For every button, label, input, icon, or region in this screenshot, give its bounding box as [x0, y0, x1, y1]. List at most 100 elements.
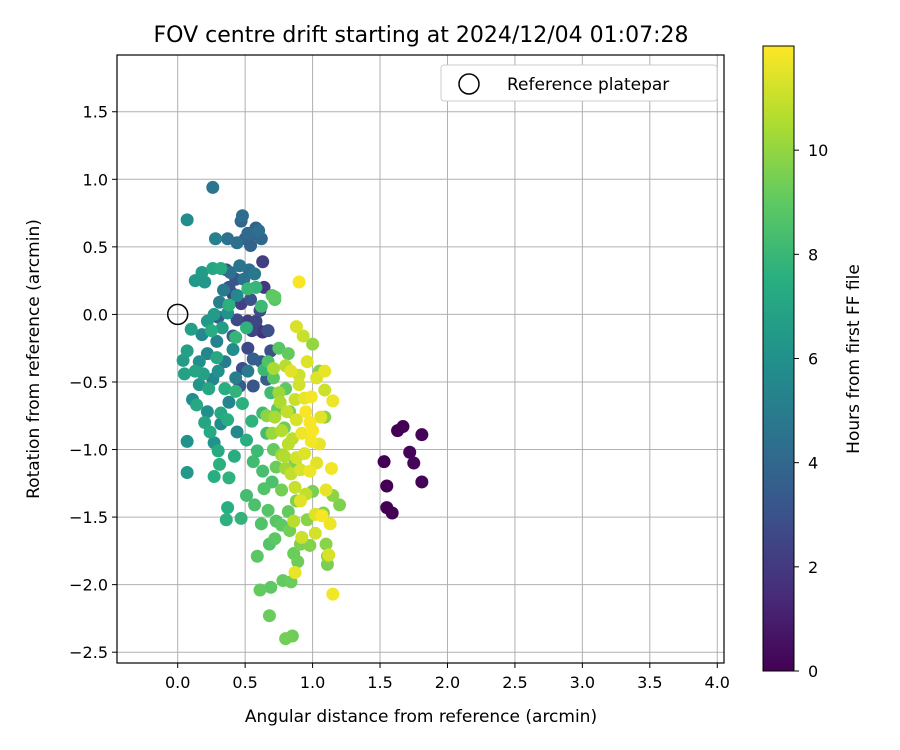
colorbar-tick-label: 10: [808, 141, 828, 160]
data-point: [289, 320, 303, 334]
data-point: [218, 382, 232, 396]
y-axis-label: Rotation from reference (arcmin): [24, 219, 44, 499]
data-point: [415, 475, 429, 489]
data-point: [235, 397, 249, 411]
data-point: [324, 461, 338, 475]
data-point: [296, 329, 310, 343]
data-point: [219, 513, 233, 527]
data-point: [281, 505, 295, 519]
x-tick-label: 0.0: [165, 673, 190, 692]
data-point: [291, 555, 305, 569]
data-point: [256, 255, 270, 269]
data-point: [229, 330, 243, 344]
data-point: [403, 445, 417, 459]
data-point: [326, 587, 340, 601]
data-point: [292, 378, 306, 392]
data-point: [333, 498, 347, 512]
data-point: [248, 267, 262, 281]
data-point: [323, 517, 337, 531]
data-point: [396, 420, 410, 434]
data-point: [211, 364, 225, 378]
data-point: [314, 410, 328, 424]
data-point: [319, 483, 333, 497]
y-tick-label: −1.5: [69, 508, 108, 527]
data-point: [180, 465, 194, 479]
colorbar-tick-label: 0: [808, 662, 818, 681]
data-point: [380, 479, 394, 493]
data-point: [190, 398, 204, 412]
data-point: [246, 455, 260, 469]
data-point: [252, 224, 266, 238]
data-point: [222, 395, 236, 409]
data-point: [306, 337, 320, 351]
data-point: [261, 324, 275, 338]
data-point: [210, 351, 224, 365]
data-point: [244, 293, 258, 307]
data-point: [253, 583, 267, 597]
data-point: [177, 367, 191, 381]
data-point: [234, 511, 248, 525]
data-point: [246, 352, 260, 366]
colorbar: 0 2 4 6 8 10 Hours from first FF file: [762, 45, 864, 681]
data-point: [241, 226, 255, 240]
legend-box: [440, 64, 718, 102]
data-point: [284, 364, 298, 378]
data-point: [299, 405, 313, 419]
data-point: [289, 413, 303, 427]
colorbar-ticks: 0 2 4 6 8 10: [794, 141, 828, 681]
data-point: [256, 464, 270, 478]
data-point: [241, 282, 255, 296]
data-point: [244, 239, 258, 253]
x-tick-label: 1.5: [367, 673, 392, 692]
data-point: [211, 444, 225, 458]
y-tick-label: −1.0: [69, 441, 108, 460]
data-point: [230, 425, 244, 439]
colorbar-tick-label: 2: [808, 558, 818, 577]
data-point: [257, 482, 271, 496]
data-point: [217, 283, 231, 297]
data-point: [227, 449, 241, 463]
data-point: [215, 321, 229, 335]
data-point: [319, 537, 333, 551]
data-point: [385, 506, 399, 520]
data-point: [180, 213, 194, 227]
data-point: [239, 433, 253, 447]
y-tick-label: 0.5: [83, 238, 108, 257]
data-point: [221, 501, 235, 515]
data-point: [248, 498, 262, 512]
plot-frame: [116, 54, 725, 664]
data-point: [207, 470, 221, 484]
data-point: [184, 322, 198, 336]
data-point: [249, 314, 263, 328]
data-point: [241, 341, 255, 355]
data-point: [229, 384, 243, 398]
data-point: [264, 580, 278, 594]
data-point: [377, 455, 391, 469]
data-point: [221, 232, 235, 246]
data-point: [303, 464, 317, 478]
legend-marker-icon: [458, 73, 480, 95]
data-point: [292, 275, 306, 289]
y-tick-label: −0.5: [69, 373, 108, 392]
data-point: [203, 425, 217, 439]
y-tick-label: 1.5: [83, 103, 108, 122]
data-point: [318, 364, 332, 378]
chart-title: FOV centre drift starting at 2024/12/04 …: [154, 23, 689, 48]
colorbar-gradient: [762, 45, 795, 672]
colorbar-tick-label: 8: [808, 245, 818, 264]
data-point: [195, 266, 209, 280]
data-point: [239, 321, 253, 335]
data-point: [293, 494, 307, 508]
y-tick-label: −2.5: [69, 643, 108, 662]
data-point: [277, 449, 291, 463]
data-point: [306, 424, 320, 438]
reference-point-icon: [166, 303, 189, 326]
x-tick-label: 0.5: [232, 673, 257, 692]
data-point: [266, 371, 280, 385]
legend: Reference platepar: [440, 64, 718, 102]
data-point: [280, 405, 294, 419]
data-point: [275, 424, 289, 438]
data-point: [326, 394, 340, 408]
y-tick-label: 0.0: [83, 305, 108, 324]
x-tick-label: 3.5: [637, 673, 662, 692]
